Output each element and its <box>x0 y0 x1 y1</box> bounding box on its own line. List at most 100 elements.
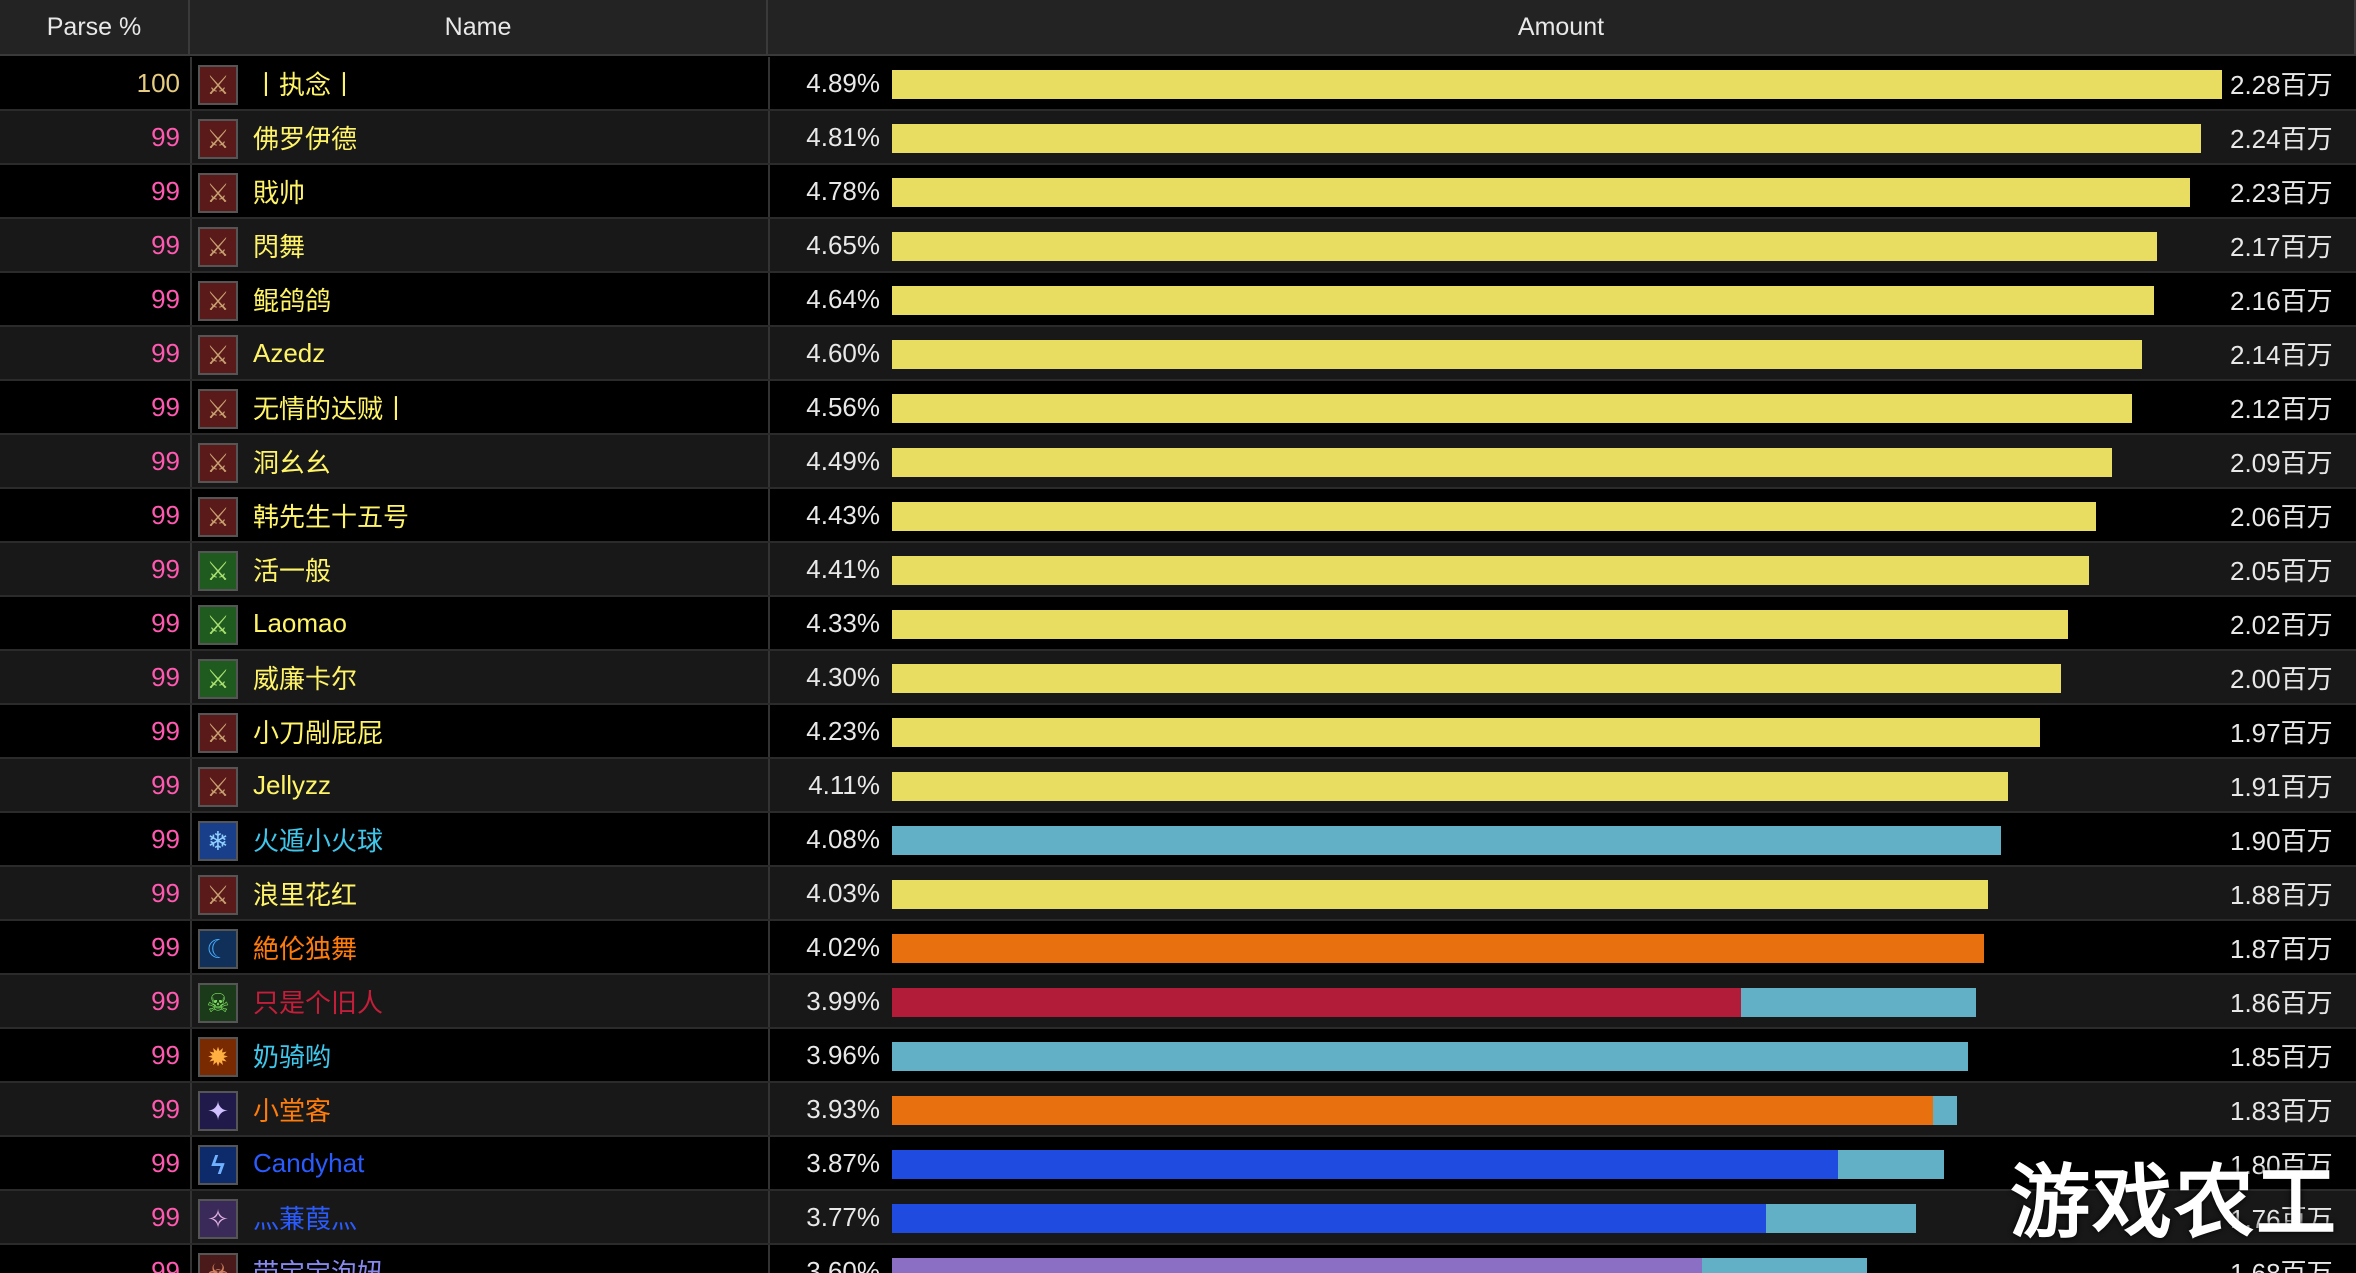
column-divider <box>190 1029 192 1081</box>
column-divider <box>768 1137 770 1189</box>
amount-value: 1.91百万 <box>2230 771 2333 802</box>
column-divider <box>190 273 192 325</box>
player-name-link[interactable]: 閃舞 <box>253 231 306 262</box>
parse-value: 99 <box>151 1201 180 1232</box>
rogue-assassination-icon: ⚔ <box>198 119 238 159</box>
amount-percent: 4.65% <box>806 229 880 260</box>
column-divider <box>768 651 770 703</box>
rogue-assassination-icon: ⚔ <box>198 227 238 267</box>
player-name-link[interactable]: 小堂客 <box>253 1095 332 1126</box>
amount-bar-extension <box>1933 1096 1957 1125</box>
parse-value: 99 <box>151 175 180 206</box>
player-name-link[interactable]: 小刀剮屁屁 <box>253 717 384 748</box>
player-name-link[interactable]: 奶骑哟 <box>253 1041 332 1072</box>
player-name-link[interactable]: 灬蒹葭灬 <box>253 1203 358 1234</box>
amount-bar <box>892 1042 1956 1071</box>
rogue-outlaw-icon: ⚔ <box>198 659 238 699</box>
player-name-link[interactable]: 佛罗伊德 <box>253 123 358 154</box>
player-name-link[interactable]: 火遁小火球 <box>253 825 384 856</box>
table-row[interactable]: 99 ✹ 奶骑哟 3.96% 1.85百万 <box>0 1029 2356 1083</box>
column-divider <box>190 1191 192 1243</box>
player-name-link[interactable]: 洞幺幺 <box>253 447 332 478</box>
amount-value: 2.12百万 <box>2230 393 2333 424</box>
player-name-link[interactable]: Azedz <box>253 337 326 368</box>
amount-value: 1.85百万 <box>2230 1041 2333 1072</box>
amount-value: 2.17百万 <box>2230 231 2333 262</box>
column-divider <box>768 1191 770 1243</box>
parse-value: 99 <box>151 661 180 692</box>
table-row[interactable]: 99 ⚔ 浪里花红 4.03% 1.88百万 <box>0 867 2356 921</box>
shaman-enhancement-icon: ✧ <box>198 1199 238 1239</box>
column-divider <box>190 759 192 811</box>
column-header-parse[interactable]: Parse % <box>0 0 190 56</box>
amount-percent: 3.60% <box>806 1255 880 1273</box>
amount-bar <box>892 394 2132 423</box>
table-row[interactable]: 99 ☾ 絶伦独舞 4.02% 1.87百万 <box>0 921 2356 975</box>
rogue-assassination-icon: ⚔ <box>198 173 238 213</box>
player-name-link[interactable]: 只是个旧人 <box>253 987 384 1018</box>
rogue-assassination-icon: ⚔ <box>198 443 238 483</box>
table-row[interactable]: 99 ⚔ Laomao 4.33% 2.02百万 <box>0 597 2356 651</box>
amount-bar <box>892 232 2157 261</box>
table-row[interactable]: 99 ϟ Candyhat 3.87% 1.80百万 <box>0 1137 2356 1191</box>
table-row[interactable]: 99 ⚔ 鲲鸽鸽 4.64% 2.16百万 <box>0 273 2356 327</box>
amount-value: 2.02百万 <box>2230 609 2333 640</box>
table-row[interactable]: 99 ❄ 火遁小火球 4.08% 1.90百万 <box>0 813 2356 867</box>
rogue-assassination-icon: ⚔ <box>198 389 238 429</box>
player-name-link[interactable]: 浪里花红 <box>253 879 358 910</box>
table-row[interactable]: 99 ⚔ Jellyzz 4.11% 1.91百万 <box>0 759 2356 813</box>
druid-balance-icon: ✦ <box>198 1091 238 1131</box>
parse-value: 99 <box>151 553 180 584</box>
amount-bar <box>892 1258 1702 1273</box>
table-row[interactable]: 99 ✧ 灬蒹葭灬 3.77% 1.76百万 <box>0 1191 2356 1245</box>
table-row[interactable]: 99 ⚔ Azedz 4.60% 2.14百万 <box>0 327 2356 381</box>
player-name-link[interactable]: Candyhat <box>253 1147 365 1178</box>
amount-bar <box>892 556 2089 585</box>
table-row[interactable]: 99 ☣ 带宝宝泡妞 3.60% 1.68百万 <box>0 1245 2356 1273</box>
rogue-assassination-icon: ⚔ <box>198 767 238 807</box>
table-row[interactable]: 99 ⚔ 威廉卡尔 4.30% 2.00百万 <box>0 651 2356 705</box>
parse-value: 99 <box>151 283 180 314</box>
amount-value: 2.24百万 <box>2230 123 2333 154</box>
table-row[interactable]: 99 ⚔ 小刀剮屁屁 4.23% 1.97百万 <box>0 705 2356 759</box>
table-row[interactable]: 100 ⚔ 丨执念丨 4.89% 2.28百万 <box>0 57 2356 111</box>
table-row[interactable]: 99 ⚔ 无情的达贼丨 4.56% 2.12百万 <box>0 381 2356 435</box>
parse-value: 99 <box>151 229 180 260</box>
column-header-amount[interactable]: Amount <box>768 0 2356 56</box>
amount-bar <box>892 286 2154 315</box>
column-divider <box>190 813 192 865</box>
table-row[interactable]: 99 ⚔ 閃舞 4.65% 2.17百万 <box>0 219 2356 273</box>
column-header-name[interactable]: Name <box>190 0 768 56</box>
player-name-link[interactable]: 带宝宝泡妞 <box>253 1257 384 1273</box>
player-name-link[interactable]: Laomao <box>253 607 347 638</box>
parse-value: 99 <box>151 1039 180 1070</box>
player-name-link[interactable]: 无情的达贼丨 <box>253 393 410 424</box>
column-header-amount-label: Amount <box>1517 12 1605 41</box>
amount-bar <box>892 988 1741 1017</box>
table-row[interactable]: 99 ⚔ 洞幺幺 4.49% 2.09百万 <box>0 435 2356 489</box>
amount-percent: 4.78% <box>806 175 880 206</box>
player-name-link[interactable]: 丨执念丨 <box>253 69 358 100</box>
table-row[interactable]: 99 ✦ 小堂客 3.93% 1.83百万 <box>0 1083 2356 1137</box>
player-name-link[interactable]: 戝帅 <box>253 177 306 208</box>
amount-bar-extension <box>1741 988 1976 1017</box>
table-row[interactable]: 99 ⚔ 戝帅 4.78% 2.23百万 <box>0 165 2356 219</box>
amount-value: 2.06百万 <box>2230 501 2333 532</box>
player-name-link[interactable]: 鲲鸽鸽 <box>253 285 332 316</box>
rogue-assassination-icon: ⚔ <box>198 875 238 915</box>
player-name-link[interactable]: 活一般 <box>253 555 332 586</box>
table-row[interactable]: 99 ⚔ 佛罗伊德 4.81% 2.24百万 <box>0 111 2356 165</box>
column-divider <box>768 435 770 487</box>
table-row[interactable]: 99 ☠ 只是个旧人 3.99% 1.86百万 <box>0 975 2356 1029</box>
amount-bar <box>892 934 1984 963</box>
player-name-link[interactable]: 絶伦独舞 <box>253 933 358 964</box>
player-name-link[interactable]: Jellyzz <box>253 769 332 800</box>
column-divider <box>768 381 770 433</box>
column-divider <box>768 813 770 865</box>
warlock-affliction-icon: ☣ <box>198 1253 238 1273</box>
table-row[interactable]: 99 ⚔ 韩先生十五号 4.43% 2.06百万 <box>0 489 2356 543</box>
table-row[interactable]: 99 ⚔ 活一般 4.41% 2.05百万 <box>0 543 2356 597</box>
rogue-assassination-icon: ⚔ <box>198 335 238 375</box>
player-name-link[interactable]: 威廉卡尔 <box>253 663 358 694</box>
player-name-link[interactable]: 韩先生十五号 <box>253 501 410 532</box>
